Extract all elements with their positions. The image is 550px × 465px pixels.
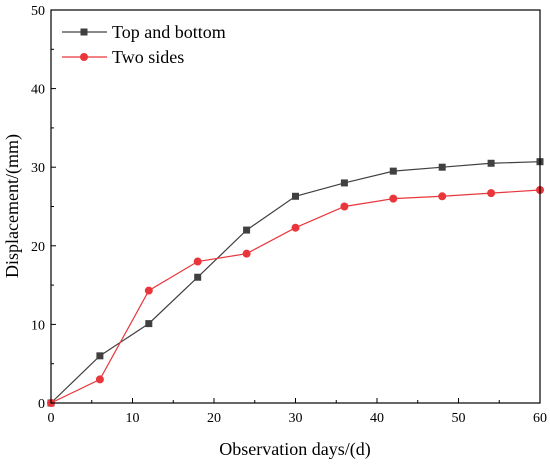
data-point-top-and-bottom	[243, 226, 251, 234]
legend-item-top-and-bottom: Top and bottom	[62, 22, 226, 42]
data-point-two-sides	[291, 223, 300, 232]
x-tick-label: 30	[289, 411, 303, 426]
data-point-two-sides	[144, 286, 153, 295]
legend-item-two-sides: Two sides	[62, 47, 184, 67]
y-tick-label: 10	[31, 318, 45, 333]
data-point-top-and-bottom	[340, 179, 348, 187]
x-tick-label: 50	[452, 411, 466, 426]
data-point-top-and-bottom	[292, 192, 299, 200]
plot-frame	[50, 9, 541, 404]
data-point-two-sides	[95, 375, 104, 384]
data-point-two-sides	[193, 257, 202, 266]
data-point-top-and-bottom	[194, 273, 202, 281]
x-tick-label: 20	[207, 411, 221, 426]
data-point-two-sides	[487, 189, 496, 198]
data-point-two-sides	[242, 249, 251, 258]
data-point-two-sides	[438, 192, 447, 201]
legend-label-top-and-bottom: Top and bottom	[112, 22, 226, 42]
data-point-two-sides	[389, 194, 398, 203]
data-point-top-and-bottom	[487, 159, 495, 167]
x-tick-label: 40	[370, 411, 384, 426]
legend: Top and bottom Two sides	[62, 22, 226, 67]
axis-ticks: 0 10 20 30 40 50 60 0 10 20 30 40 50	[31, 4, 547, 426]
data-point-top-and-bottom	[389, 167, 397, 175]
x-tick-label: 0	[48, 411, 55, 426]
legend-marker-top-and-bottom	[80, 28, 88, 36]
data-point-top-and-bottom	[438, 163, 446, 171]
legend-label-two-sides: Two sides	[112, 47, 184, 67]
data-point-top-and-bottom	[145, 320, 153, 328]
plot-area	[47, 158, 544, 407]
x-axis-title: Observation days/(d)	[219, 439, 370, 460]
data-point-two-sides	[340, 202, 349, 211]
y-tick-label: 50	[31, 4, 45, 19]
y-axis-title: Displacement/(mm)	[2, 134, 23, 278]
y-tick-label: 0	[38, 397, 45, 412]
data-point-top-and-bottom	[96, 352, 104, 360]
y-tick-label: 30	[31, 161, 45, 176]
x-tick-label: 10	[126, 411, 140, 426]
x-tick-label: 60	[533, 411, 547, 426]
series-line-two-sides	[50, 189, 541, 404]
legend-marker-two-sides	[80, 53, 88, 61]
y-tick-label: 40	[31, 83, 45, 98]
y-tick-label: 20	[31, 240, 45, 255]
